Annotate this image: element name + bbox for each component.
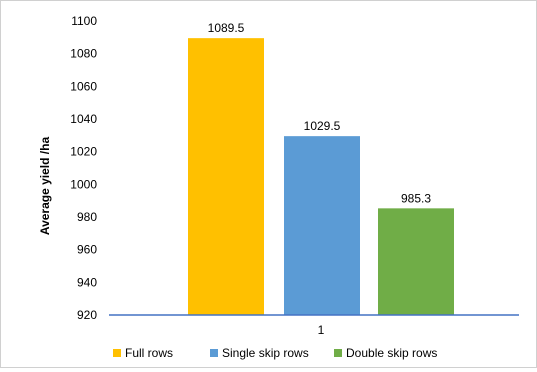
bar-full-rows — [188, 38, 264, 316]
legend-swatch — [334, 349, 342, 357]
legend-swatch — [210, 349, 218, 357]
y-tick-label: 1100 — [71, 14, 97, 28]
x-tick-label: 1 — [318, 323, 325, 337]
y-tick-label: 1020 — [70, 145, 97, 159]
y-tick-label: 1060 — [70, 79, 97, 93]
data-label: 1029.5 — [304, 119, 341, 133]
y-axis-title: Average yield /ha — [38, 137, 52, 236]
y-tick-label: 940 — [77, 275, 97, 289]
y-tick-label: 1000 — [70, 177, 97, 191]
y-tick-label: 980 — [77, 210, 97, 224]
bar-single-skip-rows — [284, 136, 360, 315]
legend-label: Double skip rows — [346, 346, 437, 360]
data-label: 985.3 — [401, 191, 431, 205]
legend-label: Full rows — [125, 346, 173, 360]
bar-double-skip-rows — [378, 208, 454, 315]
y-tick-label: 920 — [77, 308, 97, 322]
data-label: 1089.5 — [208, 21, 245, 35]
legend-swatch — [113, 349, 121, 357]
legend-label: Single skip rows — [222, 346, 309, 360]
y-tick-label: 1040 — [70, 112, 97, 126]
y-tick-label: 960 — [77, 243, 97, 257]
y-tick-label: 1080 — [70, 47, 97, 61]
